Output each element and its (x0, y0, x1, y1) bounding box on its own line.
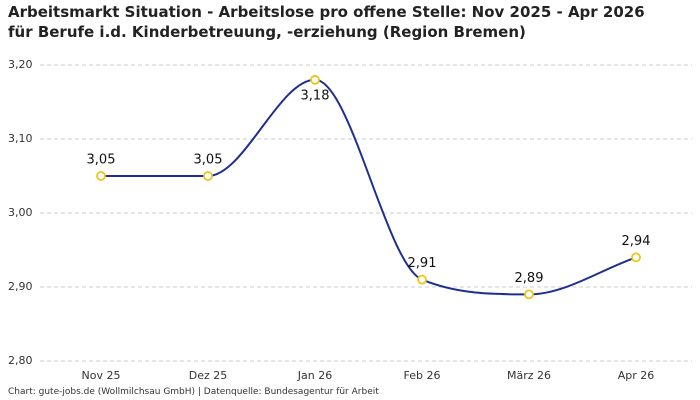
line (100, 78, 637, 296)
point (417, 274, 427, 285)
value-label: 2,94 (622, 234, 651, 249)
x-tick-label: Jan 26 (297, 369, 332, 382)
x-tick-label: Apr 26 (618, 369, 655, 382)
x-tick-label: Dez 25 (189, 369, 228, 382)
value-label: 2,91 (408, 256, 437, 271)
value-label: 3,18 (301, 88, 330, 103)
y-tick-label: 2,80 (8, 354, 33, 367)
x-tick-label: März 26 (507, 369, 551, 382)
y-tick-label: 3,20 (8, 58, 33, 71)
footer: Chart: gute-jobs.de (Wollmilchsau GmbH) … (8, 387, 379, 397)
point (203, 171, 213, 181)
point (310, 74, 320, 85)
chart-title: Arbeitsmarkt Situation - Arbeitslose pro… (8, 3, 645, 41)
y-tick-label: 3,10 (8, 132, 33, 145)
point (96, 171, 106, 181)
y-tick-label: 3,00 (8, 206, 33, 219)
x-tick-label: Feb 26 (404, 369, 441, 382)
point (524, 289, 534, 300)
y-tick-label: 2,90 (8, 280, 33, 293)
value-label: 3,05 (194, 153, 223, 168)
x-tick-label: Nov 25 (82, 369, 121, 382)
point (631, 252, 641, 263)
value-label: 2,89 (515, 271, 544, 286)
value-label: 3,05 (87, 153, 116, 168)
